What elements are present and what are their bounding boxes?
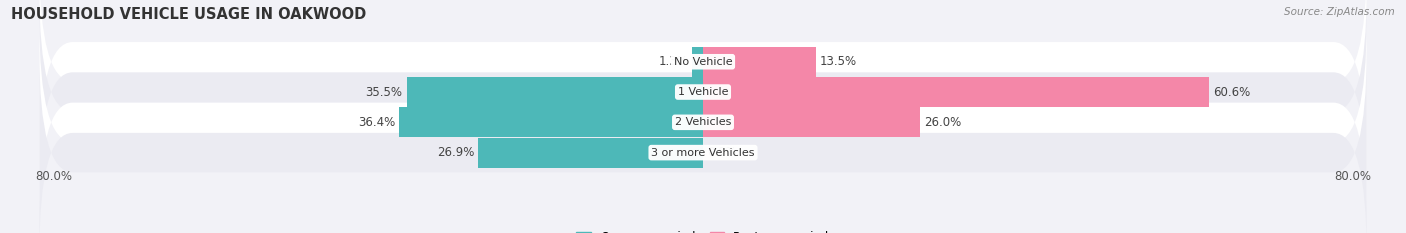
Text: 13.5%: 13.5% <box>820 55 858 68</box>
Bar <box>406 77 703 107</box>
Text: 26.0%: 26.0% <box>924 116 962 129</box>
Text: 1 Vehicle: 1 Vehicle <box>678 87 728 97</box>
FancyBboxPatch shape <box>39 0 1367 193</box>
FancyBboxPatch shape <box>39 21 1367 224</box>
Text: 35.5%: 35.5% <box>366 86 402 99</box>
Bar <box>399 107 703 137</box>
Text: 60.6%: 60.6% <box>1213 86 1250 99</box>
Text: 1.3%: 1.3% <box>658 55 688 68</box>
Text: 2 Vehicles: 2 Vehicles <box>675 117 731 127</box>
Legend: Owner-occupied, Renter-occupied: Owner-occupied, Renter-occupied <box>572 227 834 233</box>
Text: 0.0%: 0.0% <box>707 146 737 159</box>
Bar <box>692 47 703 77</box>
Bar <box>703 47 815 77</box>
Bar <box>703 77 1209 107</box>
Text: 80.0%: 80.0% <box>35 170 72 183</box>
FancyBboxPatch shape <box>39 0 1367 163</box>
Text: HOUSEHOLD VEHICLE USAGE IN OAKWOOD: HOUSEHOLD VEHICLE USAGE IN OAKWOOD <box>11 7 367 22</box>
Text: Source: ZipAtlas.com: Source: ZipAtlas.com <box>1284 7 1395 17</box>
Text: No Vehicle: No Vehicle <box>673 57 733 67</box>
Bar <box>703 107 920 137</box>
Text: 80.0%: 80.0% <box>1334 170 1371 183</box>
Bar <box>478 138 703 168</box>
Text: 3 or more Vehicles: 3 or more Vehicles <box>651 148 755 158</box>
Text: 36.4%: 36.4% <box>357 116 395 129</box>
FancyBboxPatch shape <box>39 51 1367 233</box>
Text: 26.9%: 26.9% <box>437 146 474 159</box>
